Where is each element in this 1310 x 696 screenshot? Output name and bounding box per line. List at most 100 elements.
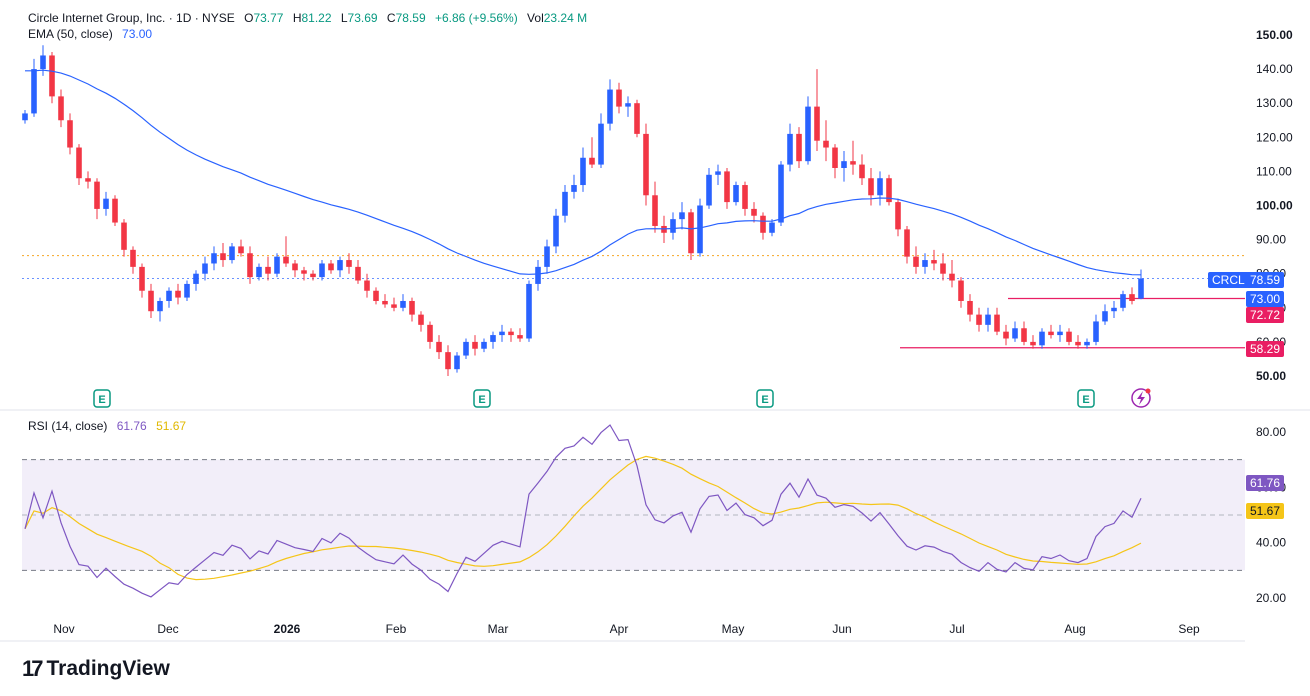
candle-body <box>535 266 541 284</box>
candle-body <box>400 300 406 308</box>
price-axis-tick-label: 110.00 <box>1256 164 1292 178</box>
vol-label: Vol <box>527 11 544 25</box>
candle-body <box>121 222 127 250</box>
candle-body <box>58 96 64 121</box>
candle-body <box>562 191 568 216</box>
candle-body <box>769 222 775 233</box>
time-axis-tick-label: Mar <box>488 622 509 636</box>
candle-body <box>1102 311 1108 322</box>
time-axis-tick-label: May <box>722 622 745 636</box>
candle-body <box>364 280 370 291</box>
candles-group <box>22 45 1144 376</box>
earnings-marker-icon[interactable]: E <box>1077 389 1095 408</box>
candle-body <box>868 178 874 196</box>
candle-body <box>1075 341 1081 346</box>
candle-body <box>1003 331 1009 339</box>
candle-body <box>1066 331 1072 342</box>
rsi-label: RSI (14, close) <box>28 419 108 433</box>
candle-body <box>625 103 631 107</box>
candle-body <box>616 89 622 107</box>
rsi-ma-line <box>24 455 1142 581</box>
candle-body <box>679 212 685 220</box>
candle-body <box>229 246 235 261</box>
time-axis-tick-label: Nov <box>53 622 74 636</box>
candle-body <box>670 219 676 233</box>
candle-body <box>193 273 199 284</box>
price-axis-tick-label: 120.00 <box>1256 130 1293 144</box>
candle-body <box>1057 331 1063 336</box>
candle-body <box>310 273 316 278</box>
candle-body <box>634 103 640 134</box>
candle-body <box>247 253 253 278</box>
candle-body <box>31 69 37 114</box>
earnings-marker-icon[interactable]: E <box>756 389 774 408</box>
candle-body <box>643 133 649 196</box>
earnings-marker-box <box>756 389 774 408</box>
ema-label: EMA (50, close) <box>28 27 113 41</box>
candle-body <box>958 280 964 301</box>
news-flash-dot <box>1145 388 1151 394</box>
low-value: 73.69 <box>347 11 378 25</box>
rsi-ma-value: 51.67 <box>156 419 187 433</box>
candle-body <box>598 123 604 165</box>
earnings-marker-icon[interactable]: E <box>473 389 491 408</box>
time-axis-tick-label: Jun <box>832 622 851 636</box>
change-value: +6.86 (+9.56%) <box>434 11 518 25</box>
time-axis-tick-label: Aug <box>1064 622 1085 636</box>
close-label: C <box>386 11 396 25</box>
candle-body <box>346 260 352 267</box>
candle-body <box>283 256 289 264</box>
candle-body <box>949 273 955 281</box>
price-axis-tick-label: 150.00 <box>1256 28 1293 42</box>
candle-body <box>85 178 91 182</box>
candle-body <box>337 260 343 271</box>
candle-body <box>841 161 847 168</box>
candle-body <box>490 335 496 342</box>
candle-body <box>508 331 514 336</box>
candle-body <box>994 314 1000 332</box>
candle-body <box>373 290 379 301</box>
candle-body <box>292 263 298 271</box>
candle-body <box>895 202 901 230</box>
time-axis-tick-label: Jul <box>949 622 964 636</box>
vol-value: 23.24 M <box>543 11 588 25</box>
candle-body <box>139 266 145 291</box>
earnings-marker-icon[interactable]: E <box>93 389 111 408</box>
ema-value: 73.00 <box>122 27 153 41</box>
candle-body <box>544 246 550 267</box>
candle-body <box>580 157 586 186</box>
news-flash-bolt <box>1137 391 1145 405</box>
candle-body <box>202 263 208 274</box>
candle-body <box>1048 331 1054 336</box>
candle-body <box>274 256 280 274</box>
close-value: 78.59 <box>395 11 426 25</box>
candle-body <box>652 195 658 226</box>
candle-body <box>589 157 595 165</box>
tradingview-logo[interactable]: 17 TradingView <box>22 656 170 682</box>
time-axis-tick-label: Apr <box>610 622 629 636</box>
candle-body <box>886 178 892 203</box>
candle-body <box>715 171 721 175</box>
candle-body <box>409 300 415 315</box>
candle-body <box>499 331 505 336</box>
candle-body <box>697 205 703 254</box>
candle-body <box>688 212 694 254</box>
level-bottom-tag: 58.29 <box>1246 341 1285 357</box>
candle-body <box>904 229 910 257</box>
candle-body <box>1129 294 1135 301</box>
news-flash-icon[interactable] <box>1131 388 1151 408</box>
candle-body <box>166 290 172 301</box>
candle-body <box>814 106 820 141</box>
candle-body <box>877 178 883 196</box>
candle-body <box>184 283 190 298</box>
candle-body <box>256 266 262 278</box>
price-axis-tick-label: 50.00 <box>1256 369 1286 383</box>
earnings-marker-letter: E <box>478 394 485 406</box>
candle-body <box>148 290 154 312</box>
candle-body <box>391 304 397 308</box>
earnings-marker-box <box>473 389 491 408</box>
candle-body <box>49 55 55 97</box>
candle-body <box>724 171 730 203</box>
candle-body <box>238 246 244 254</box>
